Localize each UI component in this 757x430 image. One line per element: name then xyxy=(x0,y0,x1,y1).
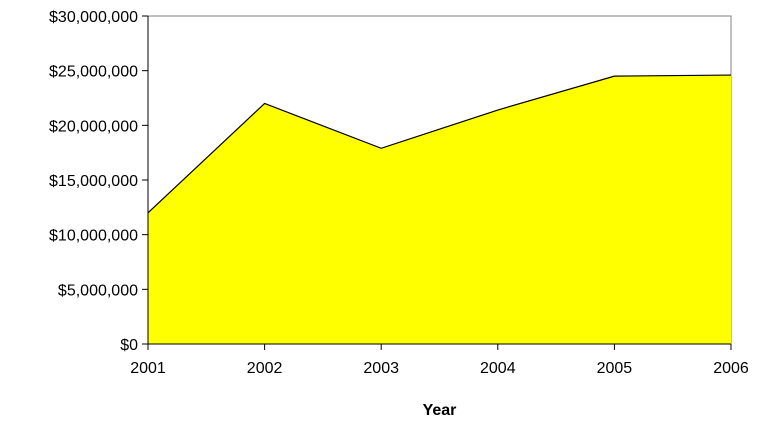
x-tick-label: 2006 xyxy=(713,360,749,377)
x-axis-tick-labels: 2001 2002 2003 2004 2005 2006 xyxy=(130,360,749,377)
y-axis-tick-labels: $0 $5,000,000 $10,000,000 $15,000,000 $20,00… xyxy=(49,9,138,354)
x-tick-label: 2001 xyxy=(130,360,166,377)
y-tick-label: $15,000,000 xyxy=(49,173,138,190)
area-fill-series-0 xyxy=(148,75,731,344)
x-axis-title: Year xyxy=(423,402,457,419)
y-tick-label: $30,000,000 xyxy=(49,9,138,26)
x-tick-label: 2003 xyxy=(363,360,399,377)
y-tick-label: $10,000,000 xyxy=(49,228,138,245)
x-tick-label: 2004 xyxy=(480,360,516,377)
axis-layer xyxy=(142,15,732,350)
x-tick-label: 2002 xyxy=(247,360,283,377)
y-tick-label: $25,000,000 xyxy=(49,64,138,81)
x-tick-label: 2005 xyxy=(597,360,633,377)
area-line-series-0 xyxy=(147,74,732,214)
y-tick-label: $0 xyxy=(120,337,138,354)
y-tick-label: $5,000,000 xyxy=(58,282,138,299)
y-tick-label: $20,000,000 xyxy=(49,118,138,135)
area-layer xyxy=(147,74,732,344)
